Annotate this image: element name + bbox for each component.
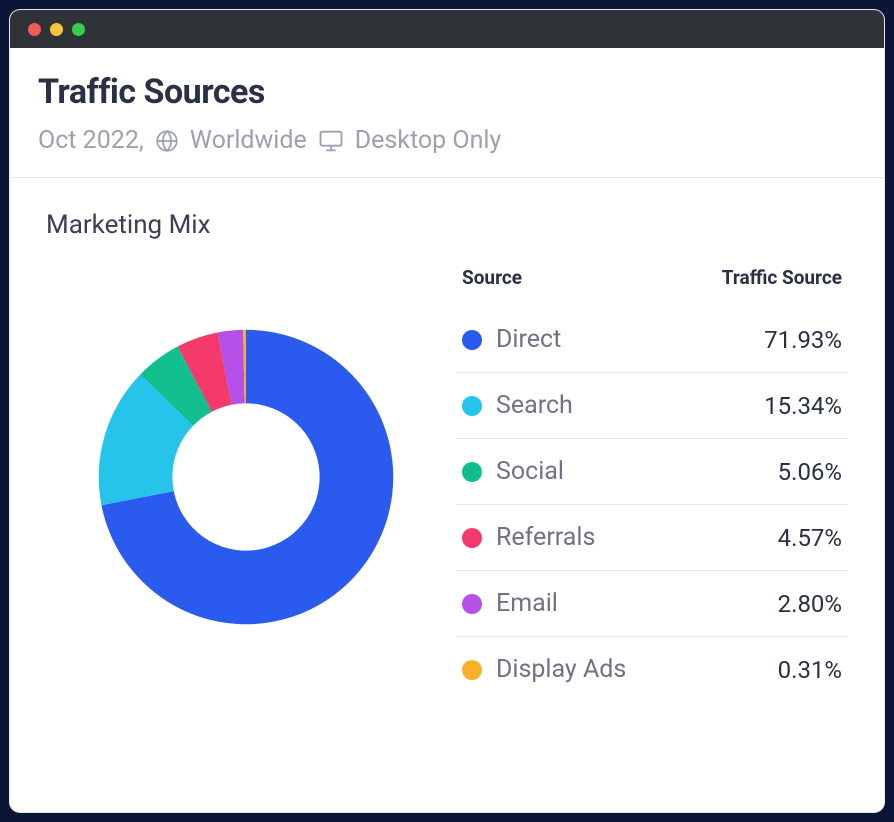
legend-dot-icon (462, 660, 482, 680)
legend-row: Search 15.34% (456, 373, 848, 439)
window-titlebar (10, 10, 884, 48)
legend-dot-icon (462, 462, 482, 482)
legend-label: Search (496, 391, 573, 420)
desktop-icon (317, 127, 345, 155)
legend-value: 2.80% (778, 590, 842, 618)
legend-label: Display Ads (496, 655, 626, 684)
legend-header-source: Source (462, 266, 522, 289)
legend-header-value: Traffic Source (722, 266, 842, 289)
legend-dot-icon (462, 528, 482, 548)
donut-chart-container (46, 266, 446, 632)
legend-row-left: Referrals (462, 523, 595, 552)
legend-dot-icon (462, 330, 482, 350)
legend-row: Email 2.80% (456, 571, 848, 637)
legend-row: Display Ads 0.31% (456, 637, 848, 702)
legend-value: 4.57% (778, 524, 842, 552)
card-header: Traffic Sources Oct 2022, Worldwide Desk… (10, 48, 884, 178)
date-label: Oct 2022, (38, 126, 144, 155)
device-label: Desktop Only (355, 126, 502, 155)
legend-label: Email (496, 589, 558, 618)
legend-row-left: Social (462, 457, 564, 486)
legend-row: Social 5.06% (456, 439, 848, 505)
legend-row-left: Email (462, 589, 558, 618)
app-window: Traffic Sources Oct 2022, Worldwide Desk… (10, 10, 884, 812)
legend-row-left: Direct (462, 325, 561, 354)
page-subtitle: Oct 2022, Worldwide Desktop Only (38, 126, 856, 155)
legend-label: Social (496, 457, 564, 486)
legend-value: 71.93% (764, 326, 842, 354)
legend-header: Source Traffic Source (456, 266, 848, 307)
legend-label: Referrals (496, 523, 595, 552)
legend-value: 0.31% (778, 656, 842, 684)
page-title: Traffic Sources (38, 72, 856, 112)
scope-label: Worldwide (190, 126, 307, 155)
legend-row: Referrals 4.57% (456, 505, 848, 571)
legend-row-left: Search (462, 391, 573, 420)
legend-row: Direct 71.93% (456, 307, 848, 373)
chart-row: Source Traffic Source Direct 71.93% Search… (46, 266, 848, 702)
legend-row-left: Display Ads (462, 655, 626, 684)
legend-value: 15.34% (764, 392, 842, 420)
window-maximize-icon[interactable] (72, 23, 85, 36)
window-close-icon[interactable] (28, 23, 41, 36)
window-minimize-icon[interactable] (50, 23, 63, 36)
globe-icon (154, 128, 180, 154)
section-title: Marketing Mix (46, 210, 848, 240)
legend-dot-icon (462, 594, 482, 614)
legend-value: 5.06% (778, 458, 842, 486)
donut-chart (91, 322, 401, 632)
legend-dot-icon (462, 396, 482, 416)
legend-table: Source Traffic Source Direct 71.93% Search… (456, 266, 848, 702)
card-content: Marketing Mix Source Traffic Source Dire… (10, 178, 884, 722)
legend-label: Direct (496, 325, 561, 354)
